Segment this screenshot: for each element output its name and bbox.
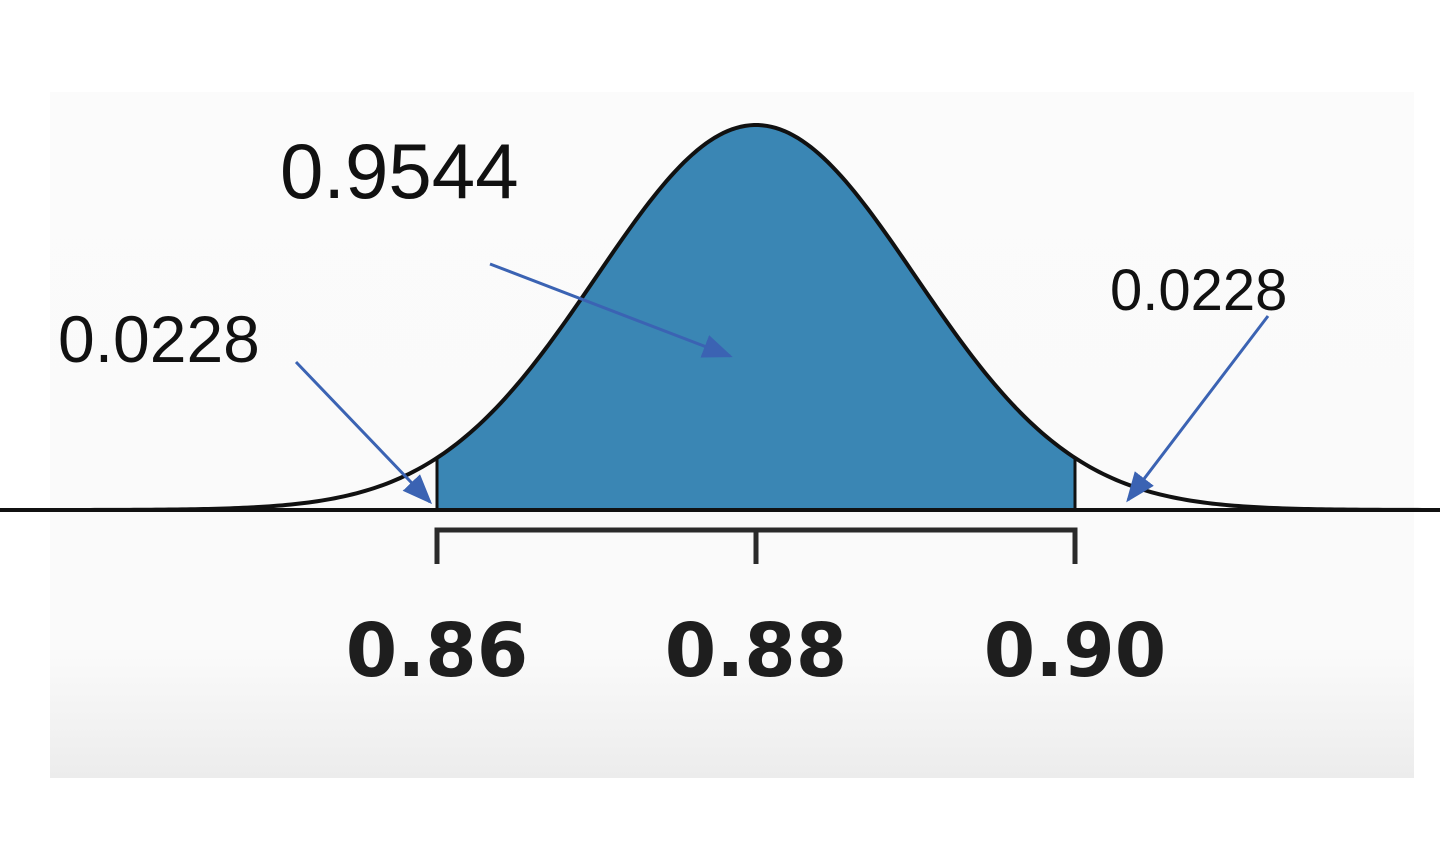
left-tail-label: 0.0228 [58,302,260,376]
shaded-area-region [435,123,1077,512]
center-area-label: 0.9544 [280,127,519,215]
x-axis-ticks: 0.86 0.88 0.90 [346,530,1167,694]
right-tail-label: 0.0228 [1110,258,1287,323]
x-tick-label: 0.88 [665,608,848,694]
left-tail-arrow [294,360,433,505]
x-tick-label: 0.90 [984,608,1167,694]
center-area-arrow [489,262,733,358]
x-tick-label: 0.86 [346,608,529,694]
right-tail-arrow [1126,315,1270,503]
